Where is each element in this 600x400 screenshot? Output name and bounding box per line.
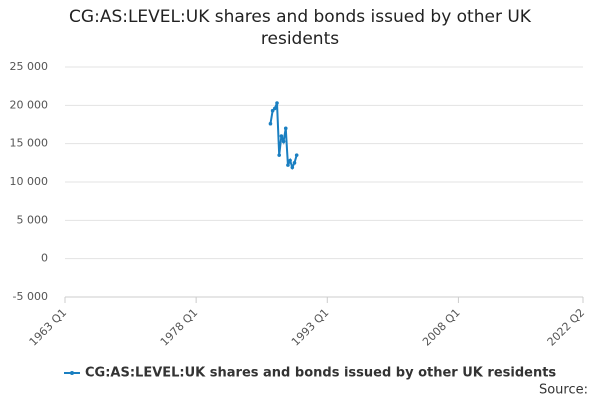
point [286,163,290,167]
y-tick-label: 0 [41,252,48,265]
legend-dot [70,371,74,375]
y-tick-label: 25 000 [10,60,49,73]
x-tick-label: 2022 Q2 [545,306,588,349]
x-tick-label: 1963 Q1 [27,306,70,349]
point [290,165,295,170]
point [273,106,277,111]
point [294,153,299,157]
point [270,108,275,113]
x-tick-label: 2008 Q1 [420,306,463,349]
y-tick-label: 15 000 [10,137,49,150]
legend-label: CG:AS:LEVEL:UK shares and bonds issued b… [85,366,556,381]
x-tick-label: 1978 Q1 [158,306,201,349]
y-tick-label: 10 000 [10,175,49,188]
chart-title: CG:AS:LEVEL:UK shares and bonds issued b… [69,7,532,49]
point [288,158,292,163]
title-line: residents [261,29,339,49]
y-tick-label: 20 000 [10,98,49,111]
x-tick-label: 1993 Q1 [289,306,332,349]
point [279,134,284,138]
point [277,153,281,157]
point [292,161,297,165]
source: Source: [539,383,588,398]
point [268,121,273,126]
title-line: CG:AS:LEVEL:UK shares and bonds issued b… [69,7,532,27]
point [275,101,279,105]
series-line [269,102,298,171]
y-tick-label: -5 000 [13,290,48,303]
point [281,139,286,144]
y-tick-label: 5 000 [17,213,49,226]
point [283,126,288,131]
